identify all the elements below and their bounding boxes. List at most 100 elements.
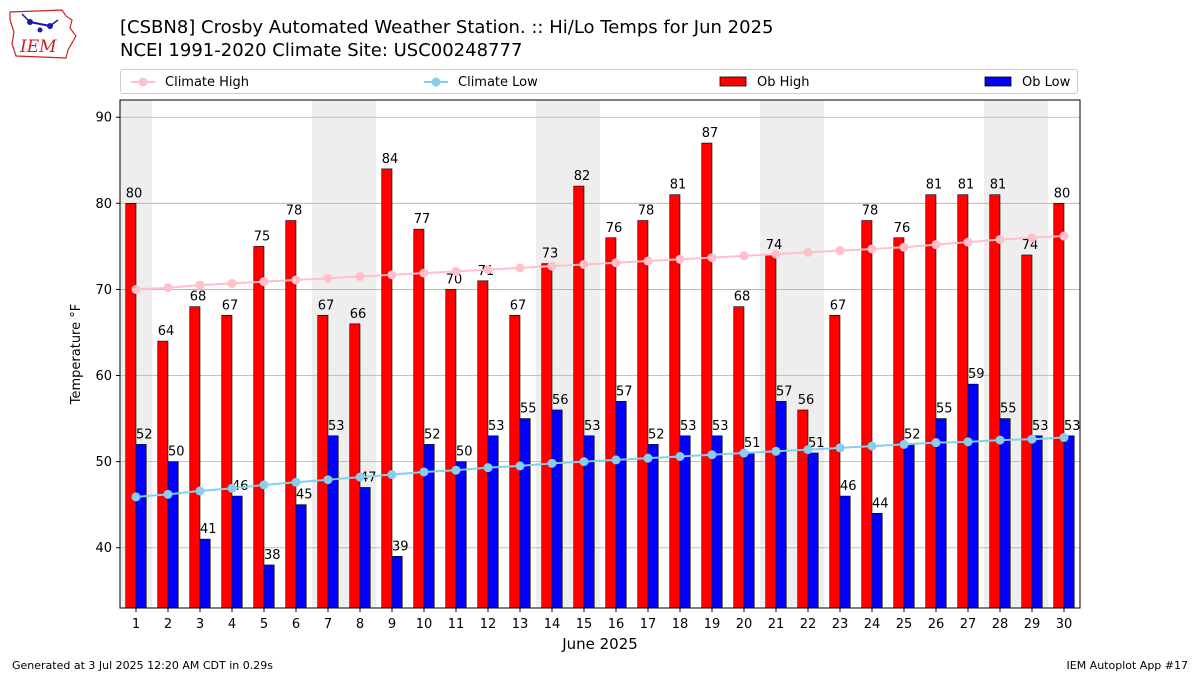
climate-high-point — [899, 242, 909, 252]
ob-high-value-label: 84 — [382, 152, 399, 167]
climate-low-point — [643, 453, 653, 463]
x-tick-label: 1 — [132, 617, 140, 632]
ob-low-bar — [807, 452, 819, 609]
ob-high-value-label: 68 — [190, 290, 207, 305]
climate-high-point — [515, 263, 525, 273]
ob-low-value-label: 57 — [776, 384, 793, 399]
x-tick-label: 13 — [512, 617, 529, 632]
x-tick-label: 18 — [672, 617, 689, 632]
ob-low-value-label: 56 — [552, 393, 569, 408]
ob-low-value-label: 53 — [328, 419, 345, 434]
ob-high-bar — [765, 254, 777, 609]
ob-low-value-label: 55 — [936, 402, 953, 417]
y-tick-label: 60 — [95, 369, 112, 384]
ob-high-value-label: 75 — [254, 229, 271, 244]
ob-low-bar — [967, 383, 979, 609]
ob-high-value-label: 81 — [670, 178, 687, 193]
ob-high-value-label: 67 — [510, 298, 527, 313]
climate-high-point — [131, 284, 141, 294]
ob-low-value-label: 50 — [456, 445, 473, 460]
ob-high-bar — [509, 314, 521, 609]
climate-high-line — [135, 235, 1065, 291]
x-tick-label: 14 — [544, 617, 561, 632]
x-tick-label: 7 — [324, 617, 332, 632]
ob-low-value-label: 47 — [360, 470, 377, 485]
ob-low-value-label: 53 — [712, 419, 729, 434]
ob-low-value-label: 53 — [584, 419, 601, 434]
climate-low-point — [547, 458, 557, 468]
climate-low-point — [899, 439, 909, 449]
legend-label-climate-high: Climate High — [165, 74, 250, 90]
ob-low-value-label: 53 — [488, 419, 505, 434]
climate-low-point — [739, 448, 749, 458]
ob-high-bar — [573, 185, 585, 609]
x-tick-label: 17 — [640, 617, 657, 632]
ob-low-bar — [679, 435, 691, 609]
x-tick-label: 2 — [164, 617, 172, 632]
climate-high-point — [995, 234, 1005, 244]
ob-low-bar — [455, 461, 467, 609]
ob-high-bar — [701, 142, 713, 609]
ob-low-value-label: 53 — [680, 419, 697, 434]
climate-low-point — [995, 435, 1005, 445]
ob-high-value-label: 81 — [990, 178, 1007, 193]
ob-low-value-label: 52 — [904, 427, 921, 442]
climate-high-point — [195, 280, 205, 290]
y-tick-label: 40 — [95, 541, 112, 556]
ob-high-value-label: 81 — [958, 178, 975, 193]
ob-high-value-label: 67 — [318, 298, 335, 313]
legend-item-ob-low: Ob Low — [984, 74, 1070, 90]
ob-low-value-label: 41 — [200, 522, 217, 537]
ob-high-value-label: 78 — [286, 204, 303, 219]
x-tick-label: 22 — [800, 617, 817, 632]
x-axis-label: June 2025 — [561, 635, 638, 653]
climate-low-point — [931, 438, 941, 448]
x-tick-label: 23 — [832, 617, 849, 632]
ob-low-bar — [615, 401, 627, 609]
ob-high-bar — [1021, 254, 1033, 609]
legend-item-ob-high: Ob High — [719, 74, 810, 90]
x-tick-label: 4 — [228, 617, 236, 632]
ob-high-bar — [221, 314, 233, 609]
climate-low-point — [355, 472, 365, 482]
ob-low-value-label: 38 — [264, 548, 281, 563]
y-axis-label: Temperature °F — [69, 304, 84, 405]
x-tick-label: 5 — [260, 617, 268, 632]
ob-high-value-label: 56 — [798, 393, 815, 408]
ob-high-bar — [445, 289, 457, 609]
ob-high-bar — [1053, 203, 1065, 609]
legend-marker-ob-high — [719, 76, 747, 87]
climate-low-point — [387, 470, 397, 480]
climate-high-point — [643, 256, 653, 266]
climate-high-point — [867, 244, 877, 254]
ob-high-bar — [957, 194, 969, 609]
ob-low-value-label: 53 — [1064, 419, 1081, 434]
ob-high-value-label: 77 — [414, 212, 431, 227]
climate-low-point — [227, 483, 237, 493]
ob-high-bar — [157, 340, 169, 609]
ob-low-bar — [167, 461, 179, 609]
x-tick-label: 26 — [928, 617, 945, 632]
ob-low-value-label: 59 — [968, 367, 985, 382]
ob-low-bar — [839, 495, 851, 609]
ob-low-value-label: 55 — [520, 402, 537, 417]
ob-low-value-label: 44 — [872, 496, 889, 511]
ob-high-value-label: 73 — [542, 247, 559, 262]
y-tick-label: 90 — [95, 111, 112, 126]
ob-high-bar — [381, 168, 393, 609]
climate-high-point — [355, 272, 365, 282]
x-tick-label: 3 — [196, 617, 204, 632]
climate-low-point — [803, 445, 813, 455]
climate-high-point — [547, 261, 557, 271]
climate-high-point — [483, 265, 493, 275]
ob-low-value-label: 55 — [1000, 402, 1017, 417]
climate-high-point — [803, 247, 813, 257]
ob-high-value-label: 80 — [1054, 186, 1071, 201]
ob-high-bar — [413, 228, 425, 609]
ob-low-value-label: 53 — [1032, 419, 1049, 434]
climate-high-point — [675, 254, 685, 264]
climate-high-point — [259, 277, 269, 287]
ob-high-bar — [349, 323, 361, 609]
ob-low-value-label: 46 — [840, 479, 857, 494]
